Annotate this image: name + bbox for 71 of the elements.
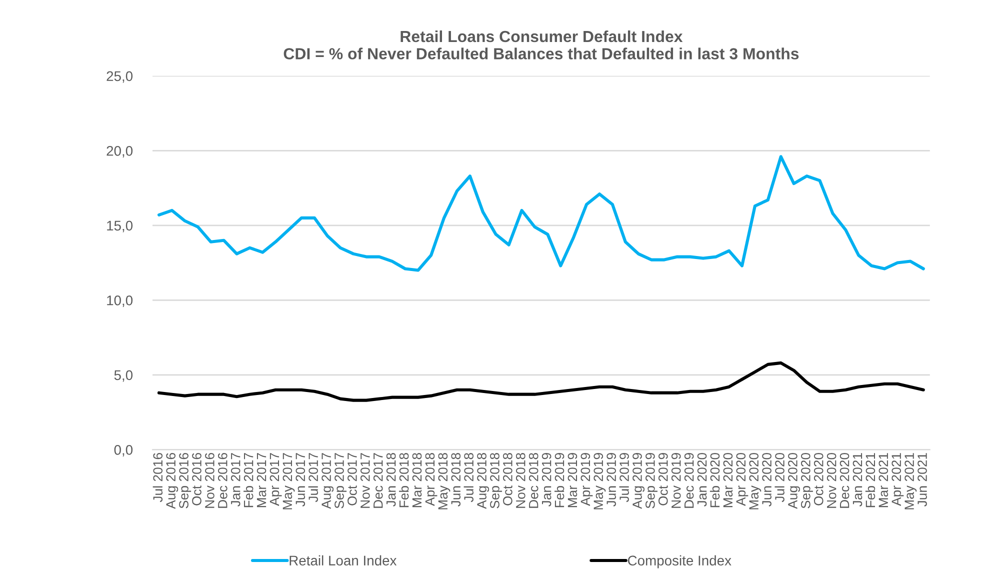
x-tick-label: Feb 2021 xyxy=(865,453,876,508)
x-tick-label: Mar 2019 xyxy=(568,453,578,508)
x-tick-label: Apr 2018 xyxy=(425,453,438,506)
x-tick-label: Sep 2016 xyxy=(179,453,192,508)
x-tick-label: Aug 2018 xyxy=(477,452,490,509)
x-tick-label: Mar 2017 xyxy=(256,453,266,508)
y-tick-label: 10,0 xyxy=(107,295,133,307)
x-tick-label: Oct 2020 xyxy=(814,452,824,506)
legend-label: Retail Loan Index xyxy=(290,555,397,566)
x-tick-label: Feb 2019 xyxy=(554,453,564,508)
x-tick-label: Jun 2019 xyxy=(606,453,616,507)
x-tick-label: Aug 2020 xyxy=(788,452,800,509)
x-tick-label: Apr 2017 xyxy=(270,453,282,506)
x-tick-label: Dec 2016 xyxy=(218,453,228,508)
x-tick-label: Jan 2021 xyxy=(852,453,862,507)
x-tick-label: Apr 2021 xyxy=(892,453,904,506)
x-tick-label: Dec 2020 xyxy=(840,452,850,508)
line-series xyxy=(157,155,925,272)
chart-title: Retail Loans Consumer Default Index CDI = % of Never Defaulted Balances that Defaulted in last 3 Months xyxy=(284,30,799,60)
x-tick-label: Apr 2020 xyxy=(736,452,748,506)
x-tick-label: May 2021 xyxy=(904,453,917,510)
y-tick-label: 25,0 xyxy=(106,71,133,83)
x-tick-label: May 2020 xyxy=(749,452,762,510)
legend-label: Composite Index xyxy=(628,555,732,568)
x-tick-label: Nov 2016 xyxy=(205,453,214,508)
x-tick-label: Jun 2017 xyxy=(296,453,306,507)
x-tick-label: Aug 2019 xyxy=(632,453,645,509)
x-tick-label: Aug 2017 xyxy=(322,453,334,509)
x-tick-label: Nov 2017 xyxy=(360,453,370,508)
x-tick-label: Dec 2017 xyxy=(373,453,383,508)
x-tick-label: Aug 2016 xyxy=(166,453,178,509)
x-tick-label: May 2019 xyxy=(594,453,606,510)
x-tick-label: Sep 2017 xyxy=(334,453,347,508)
x-tick-label: May 2018 xyxy=(438,452,450,510)
x-tick-label: Nov 2018 xyxy=(516,453,526,508)
x-tick-label: Jun 2018 xyxy=(451,452,461,507)
y-tick-label: 20,0 xyxy=(106,146,133,158)
x-tick-label: Jan 2017 xyxy=(230,453,240,507)
y-tick-label: 15,0 xyxy=(107,220,133,232)
x-tick-label: Oct 2019 xyxy=(658,453,668,506)
x-tick-label: Jan 2019 xyxy=(542,453,552,507)
x-tick-label: Dec 2019 xyxy=(684,453,694,508)
x-tick-label: Feb 2018 xyxy=(399,452,409,508)
x-tick-label: Nov 2019 xyxy=(671,453,681,508)
x-tick-label: Mar 2021 xyxy=(878,453,888,508)
x-tick-label: May 2017 xyxy=(282,453,295,510)
x-tick-label: Sep 2020 xyxy=(800,452,813,508)
x-tick-label: Jun 2020 xyxy=(762,452,772,507)
line-series xyxy=(157,361,925,402)
x-tick-label: Feb 2017 xyxy=(244,453,254,508)
x-tick-label: Jul 2020 xyxy=(774,452,784,502)
x-tick-label: Nov 2020 xyxy=(826,452,836,508)
x-tick-label: Jan 2018 xyxy=(386,452,396,507)
x-tick-label: Oct 2017 xyxy=(348,453,357,506)
x-tick-label: Jul 2016 xyxy=(152,453,163,502)
x-tick-label: Jul 2018 xyxy=(464,453,474,502)
x-tick-label: Oct 2016 xyxy=(192,453,202,506)
x-tick-label: Dec 2018 xyxy=(528,453,538,508)
x-tick-label: Feb 2020 xyxy=(710,452,720,508)
y-tick-label: 0,0 xyxy=(114,444,133,456)
x-tick-label: Jul 2017 xyxy=(308,453,318,502)
x-tick-label: Apr 2019 xyxy=(580,453,593,506)
x-tick-label: Jul 2019 xyxy=(619,453,629,502)
x-tick-label: Sep 2018 xyxy=(490,452,502,508)
x-tick-label: Oct 2018 xyxy=(503,453,512,506)
x-tick-label: Mar 2018 xyxy=(412,452,422,508)
x-tick-label: Jan 2020 xyxy=(697,452,707,507)
x-tick-label: Jun 2021 xyxy=(918,453,927,507)
y-tick-label: 5,0 xyxy=(114,370,133,382)
x-tick-label: Sep 2019 xyxy=(646,453,658,508)
x-tick-label: Mar 2020 xyxy=(723,452,733,508)
